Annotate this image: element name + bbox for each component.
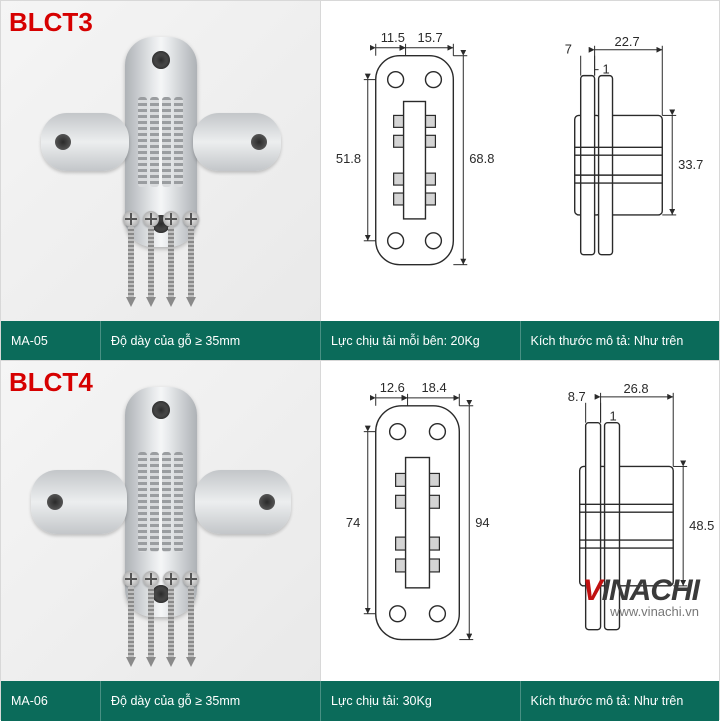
product-photo bbox=[1, 361, 321, 681]
dimension-svg: 12.6 18.4 74 94 8.7 bbox=[321, 361, 719, 679]
mounting-hole-icon bbox=[47, 494, 63, 510]
screw-icon bbox=[166, 217, 176, 307]
technical-drawing: 11.5 15.7 51.8 68.8 bbox=[321, 1, 719, 321]
dimension-svg: 11.5 15.7 51.8 68.8 bbox=[321, 1, 719, 319]
spec-model: MA-06 bbox=[1, 681, 101, 721]
spec-dims: Kích thước mô tả: Như trên bbox=[521, 681, 720, 721]
dim-center-w: 15.7 bbox=[418, 30, 443, 45]
card-main-row: 12.6 18.4 74 94 8.7 bbox=[1, 361, 719, 681]
dim-gap: 1 bbox=[603, 62, 610, 77]
screw-icon bbox=[146, 217, 156, 307]
hinge-horizontal-arm bbox=[31, 470, 291, 534]
product-photo bbox=[1, 1, 321, 321]
screws-set bbox=[126, 577, 196, 667]
dim-wing-h: 33.7 bbox=[678, 157, 703, 172]
screw-icon bbox=[146, 577, 156, 667]
spec-wood: Độ dày của gỗ ≥ 35mm bbox=[101, 681, 321, 721]
dim-overall-h: 68.8 bbox=[469, 151, 494, 166]
screw-icon bbox=[126, 217, 136, 307]
mounting-hole-icon bbox=[251, 134, 267, 150]
spec-load: Lực chịu tải mỗi bên: 20Kg bbox=[321, 321, 521, 361]
hinge-wing-left bbox=[31, 470, 127, 534]
screw-icon bbox=[166, 577, 176, 667]
screw-icon bbox=[186, 577, 196, 667]
dim-wing-h: 48.5 bbox=[689, 518, 714, 533]
brand-logo: VINACHI bbox=[583, 574, 699, 608]
hinge-wing-left bbox=[41, 113, 129, 171]
hinge-wing-right bbox=[193, 113, 281, 171]
dim-depth: 26.8 bbox=[623, 381, 648, 396]
watermark: VINACHI www.vinachi.vn bbox=[583, 574, 699, 619]
mounting-hole-icon bbox=[259, 494, 275, 510]
hinge-knuckle bbox=[127, 470, 195, 534]
dim-plate-w: 11.5 bbox=[381, 30, 405, 45]
screws-set bbox=[126, 217, 196, 307]
brand-v: V bbox=[583, 574, 602, 607]
mounting-hole-icon bbox=[152, 401, 170, 419]
hinge-wing-right bbox=[195, 470, 291, 534]
spec-model: MA-05 bbox=[1, 321, 101, 361]
screw-icon bbox=[126, 577, 136, 667]
dim-plate-w: 12.6 bbox=[380, 380, 405, 395]
dim-overall-h: 94 bbox=[475, 515, 489, 530]
dim-center-w: 18.4 bbox=[421, 380, 446, 395]
product-code: BLCT4 bbox=[9, 367, 93, 398]
dim-top-w: 8.7 bbox=[568, 389, 586, 404]
product-code: BLCT3 bbox=[9, 7, 93, 38]
card-main-row: 11.5 15.7 51.8 68.8 bbox=[1, 1, 719, 321]
dim-top-w: 7 bbox=[565, 42, 572, 57]
dim-depth: 22.7 bbox=[615, 34, 640, 49]
hinge-horizontal-arm bbox=[41, 113, 281, 171]
mounting-hole-icon bbox=[55, 134, 71, 150]
spec-bar: MA-06 Độ dày của gỗ ≥ 35mm Lực chịu tải:… bbox=[1, 681, 719, 721]
spec-dims: Kích thước mô tả: Như trên bbox=[521, 321, 720, 361]
product-card-blct3: BLCT3 bbox=[0, 0, 720, 360]
mounting-hole-icon bbox=[152, 51, 170, 69]
spec-bar: MA-05 Độ dày của gỗ ≥ 35mm Lực chịu tải … bbox=[1, 321, 719, 361]
brand-rest: INACHI bbox=[602, 574, 699, 607]
hinge-knuckle bbox=[129, 113, 193, 171]
spec-load: Lực chịu tải: 30Kg bbox=[321, 681, 521, 721]
screw-icon bbox=[186, 217, 196, 307]
spec-wood: Độ dày của gỗ ≥ 35mm bbox=[101, 321, 321, 361]
product-card-blct4: BLCT4 bbox=[0, 360, 720, 720]
dim-hole-spacing: 74 bbox=[346, 515, 360, 530]
dim-gap: 1 bbox=[610, 409, 617, 424]
technical-drawing: 12.6 18.4 74 94 8.7 bbox=[321, 361, 719, 681]
dim-hole-spacing: 51.8 bbox=[336, 151, 361, 166]
